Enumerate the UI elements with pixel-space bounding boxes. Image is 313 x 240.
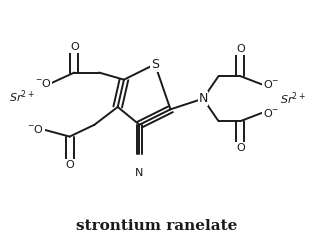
Text: strontium ranelate: strontium ranelate <box>76 219 237 233</box>
Text: $^{-}$O: $^{-}$O <box>27 124 44 136</box>
Text: O: O <box>70 42 79 52</box>
Text: O$^{-}$: O$^{-}$ <box>263 107 280 119</box>
Text: O: O <box>65 160 74 170</box>
Text: N: N <box>135 168 144 178</box>
Text: N: N <box>198 92 208 105</box>
Text: O: O <box>236 143 245 153</box>
Text: O$^{-}$: O$^{-}$ <box>263 78 280 90</box>
Text: Sr$^{2+}$: Sr$^{2+}$ <box>280 90 306 107</box>
Text: Sr$^{2+}$: Sr$^{2+}$ <box>9 88 34 105</box>
Text: $^{-}$O: $^{-}$O <box>35 77 52 89</box>
Text: O: O <box>236 44 245 54</box>
Text: S: S <box>151 58 159 71</box>
